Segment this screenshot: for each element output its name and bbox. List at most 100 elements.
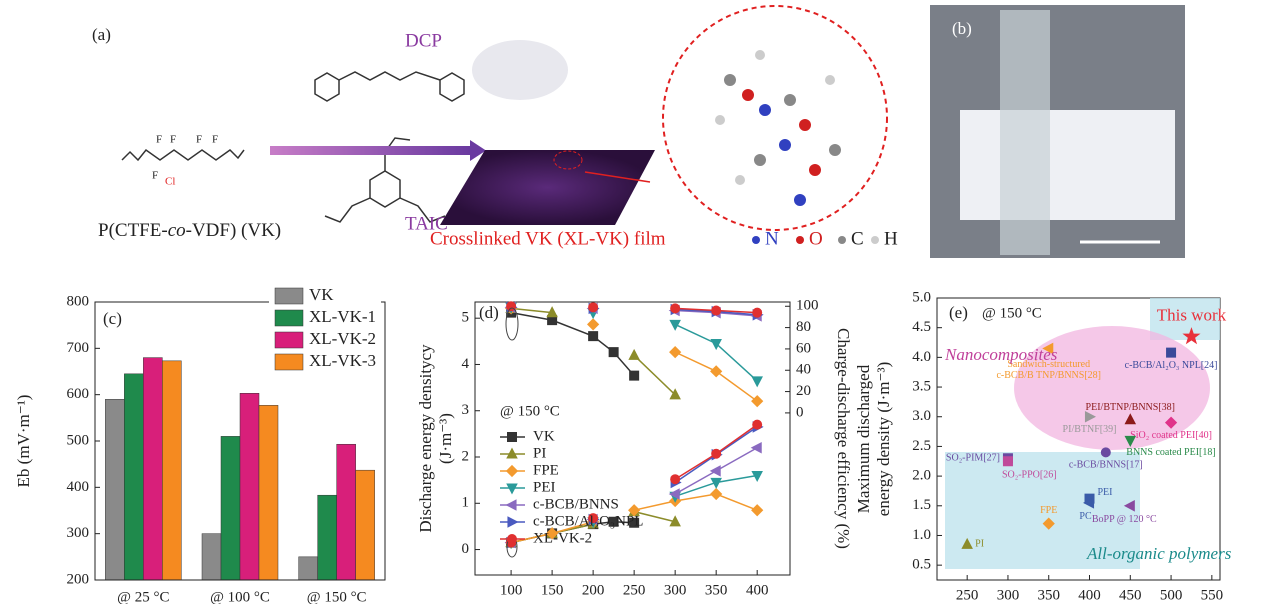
- y-tick-label: 2.0: [912, 468, 931, 484]
- film-label: Crosslinked VK (XL-VK) film: [430, 228, 666, 249]
- x-tick-label: 200: [582, 582, 605, 598]
- atom-label: F: [156, 134, 162, 146]
- point-label: PEI: [1098, 487, 1113, 498]
- bar: [162, 361, 181, 580]
- film-sample: [960, 110, 1175, 220]
- point-label: PI/BTNF[39]: [1063, 424, 1117, 435]
- bar: [259, 405, 278, 580]
- figure: (a) F F F F F Cl P(CTFE-co-VDF) (VK) DCP…: [0, 0, 1276, 604]
- y-tick-label: 2.5: [912, 438, 931, 454]
- network-icon: [472, 40, 568, 100]
- x-tick-label: 400: [1078, 587, 1101, 603]
- panel-label: (d): [479, 303, 499, 322]
- point-label: This work: [1157, 305, 1227, 324]
- bar: [105, 399, 124, 580]
- y2-tick-label: 100: [796, 298, 819, 314]
- bar: [337, 444, 356, 580]
- x-tick-label: 500: [1160, 587, 1183, 603]
- legend-label: VK: [309, 285, 334, 304]
- marker: [1167, 348, 1176, 357]
- point-label: BNNS coated PEI[18]: [1126, 447, 1215, 458]
- atom-key: H: [884, 228, 898, 249]
- x-tick-label: 350: [705, 582, 728, 598]
- y-tick-label: 4.5: [912, 319, 931, 335]
- x-tick-label: 550: [1201, 587, 1224, 603]
- atom-label: F: [170, 134, 176, 146]
- annotation: @ 150 °C: [982, 305, 1042, 321]
- bar: [202, 534, 221, 580]
- y-tick-label: 4.0: [912, 349, 931, 365]
- ball-stick-model: [715, 50, 841, 206]
- x-tick-label: 450: [1119, 587, 1142, 603]
- x-tick-label: @ 100 °C: [210, 589, 270, 604]
- x-tick-label: 250: [623, 582, 646, 598]
- point-label: c-BCB/B TNP/BNNS[28]: [996, 370, 1101, 381]
- x-tick-label: 250: [956, 587, 979, 603]
- y-tick-label: 300: [67, 525, 90, 541]
- y-axis-label: Maximum discharged: [854, 364, 873, 513]
- point-label: BoPP @ 120 °C: [1092, 514, 1157, 525]
- y-tick-label: 0.5: [912, 557, 931, 573]
- marker: [753, 420, 762, 429]
- bar: [124, 374, 143, 580]
- film: [440, 150, 655, 225]
- region-label: All-organic polymers: [1086, 544, 1232, 563]
- structure-labels: F F F F F Cl: [152, 134, 218, 188]
- atom-key: O: [809, 228, 823, 249]
- point-label: PC: [1079, 511, 1092, 522]
- legend-swatch: [275, 332, 303, 348]
- y2-tick-label: 80: [796, 319, 811, 335]
- x-tick-label: 150: [541, 582, 564, 598]
- x-tick-label: 350: [1037, 587, 1060, 603]
- legend-label: FPE: [533, 462, 559, 478]
- region-label: Nanocomposites: [944, 345, 1058, 364]
- marker: [1003, 457, 1012, 466]
- y-tick-label: 1.5: [912, 497, 931, 513]
- x-tick-label: 400: [746, 582, 769, 598]
- x-tick-label: 300: [997, 587, 1020, 603]
- y-tick-label: 200: [67, 571, 90, 587]
- bar: [143, 358, 162, 580]
- marker: [753, 308, 762, 317]
- panel-label: (c): [103, 309, 122, 328]
- y-tick-label: 5: [462, 310, 470, 326]
- zoom-circle: [663, 6, 887, 230]
- legend-label: c-BCB/BNNS: [533, 496, 619, 512]
- atom-key: N: [765, 228, 779, 249]
- y-tick-label: 400: [67, 479, 90, 495]
- legend-swatch: [275, 310, 303, 326]
- marker: [508, 433, 517, 442]
- panel-label: (b): [952, 19, 972, 38]
- y-axis-label: Discharge energy densitycy: [416, 344, 435, 533]
- marker: [712, 306, 721, 315]
- x-tick-label: 300: [664, 582, 687, 598]
- y2-tick-label: 40: [796, 362, 811, 378]
- y-tick-label: 4: [462, 356, 470, 372]
- x-tick-label: @ 25 °C: [117, 589, 169, 604]
- monomer-structure: [122, 150, 244, 160]
- y-tick-label: 700: [67, 340, 90, 356]
- y2-tick-label: 60: [796, 340, 811, 356]
- y2-tick-label: 20: [796, 383, 811, 399]
- marker: [630, 371, 639, 380]
- legend-label: XL-VK-1: [309, 307, 376, 326]
- y-tick-label: 3: [462, 402, 470, 418]
- marker: [508, 535, 517, 544]
- y-axis-label: energy density (J·m⁻³): [874, 362, 893, 516]
- legend-label: PI: [533, 445, 546, 461]
- marker: [1101, 448, 1110, 457]
- legend-label: XL-VK-3: [309, 351, 376, 370]
- reagent-label: DCP: [405, 30, 442, 51]
- point-label: SO₂-PIM[27]: [946, 453, 1000, 464]
- bar: [318, 495, 337, 580]
- panel-label: (a): [92, 25, 111, 44]
- legend-label: XL-VK-2: [533, 530, 592, 546]
- marker: [671, 475, 680, 484]
- y-tick-label: 2: [462, 448, 470, 464]
- point-label: SO₂-PPO[26]: [1002, 470, 1057, 481]
- bar: [221, 436, 240, 580]
- text: P(CTFE-: [98, 220, 168, 241]
- legend-label: PEI: [533, 479, 556, 495]
- y-tick-label: 600: [67, 386, 90, 402]
- annotation: @ 150 °C: [500, 403, 560, 419]
